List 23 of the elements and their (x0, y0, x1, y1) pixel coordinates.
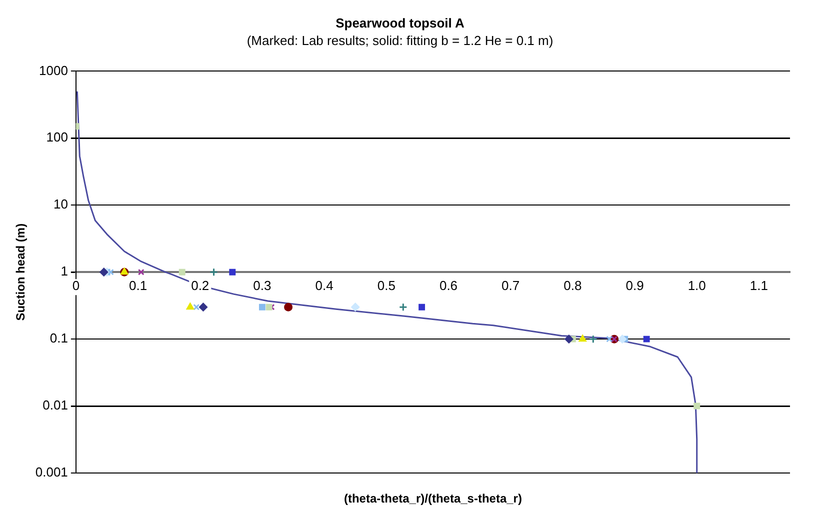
chart-subtitle: (Marked: Lab results; solid: fitting b = 1.2 He = 0.1 m) (246, 32, 554, 48)
x-tick-label: 0.2 (191, 278, 210, 294)
x-tick-label: 1.1 (750, 278, 768, 294)
y-tick-label: 10 (53, 196, 68, 212)
x-tick-label: 0.4 (315, 278, 334, 294)
y-tick-label: 1000 (39, 62, 68, 78)
x-tick-label: 0.7 (502, 278, 520, 294)
y-tick-label: 0.001 (35, 464, 68, 480)
x-tick-label: 0 (72, 278, 80, 294)
x-tick-label: 0.3 (253, 278, 272, 294)
x-tick-label: 0.9 (626, 278, 644, 294)
x-tick-label: 0.1 (128, 278, 148, 294)
chart-title: Spearwood topsoil A (336, 15, 466, 30)
x-tick-label: 0.5 (377, 278, 396, 294)
y-tick-label: 0.1 (50, 330, 68, 346)
x-axis-title: (theta-theta_r)/(theta_s-theta_r) (344, 491, 522, 506)
y-tick-label: 0.01 (42, 398, 68, 413)
y-tick-label: 1 (60, 264, 68, 279)
x-tick-label: 0.8 (564, 278, 582, 294)
y-axis-title: Suction head (m) (14, 223, 28, 321)
x-tick-label: 0.6 (439, 278, 458, 294)
x-tick-label: 1.0 (688, 278, 706, 294)
y-tick-label: 100 (46, 130, 68, 145)
